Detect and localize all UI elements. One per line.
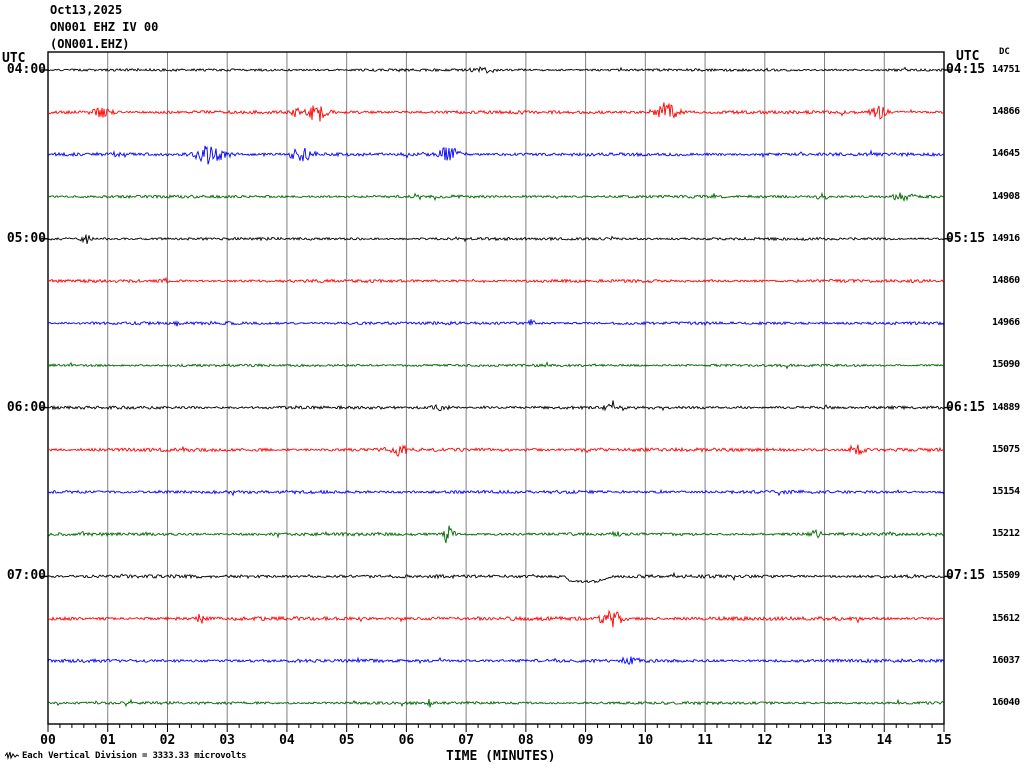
dc-value: 15090 [992, 359, 1020, 371]
trace-05:30 [47, 319, 945, 327]
trace-04:15 [47, 102, 945, 122]
dc-value: 14966 [992, 317, 1020, 329]
x-tick-label: 07 [458, 733, 474, 748]
utc-left-header: UTC [2, 51, 26, 66]
x-tick-label: 08 [518, 733, 534, 748]
hour-label-right: 07:15 [946, 568, 986, 584]
hour-label-right: 06:15 [946, 399, 986, 415]
trace-05:15 [47, 276, 945, 284]
title-channel: (ON001.EHZ) [50, 37, 130, 51]
dc-value: 14889 [992, 401, 1020, 413]
trace-07:45 [47, 698, 945, 708]
dc-value: 16040 [992, 697, 1020, 708]
utc-right-header: UTC [956, 49, 980, 64]
trace-06:15 [47, 444, 945, 458]
dc-value: 14645 [992, 148, 1020, 160]
x-axis-title: TIME (MINUTES) [446, 749, 556, 764]
x-tick-label: 13 [816, 733, 833, 748]
x-tick-label: 00 [40, 733, 56, 748]
trace-04:00 [47, 66, 945, 74]
x-tick-label: 04 [279, 733, 295, 748]
dc-value: 14908 [992, 190, 1020, 202]
hour-label-left: 05:00 [6, 230, 46, 246]
x-tick-label: 09 [577, 733, 594, 748]
hour-label-left: 04:00 [6, 62, 46, 77]
dc-header: DC [999, 47, 1010, 57]
hour-label-left: 06:00 [6, 399, 46, 415]
title-date: Oct13,2025 [50, 3, 123, 17]
dc-value: 15075 [992, 443, 1020, 455]
trace-06:00 [47, 400, 945, 412]
x-tick-label: 05 [338, 733, 355, 748]
title-station: ON001 EHZ IV 00 [50, 20, 159, 34]
x-tick-label: 15 [936, 733, 952, 748]
trace-05:00 [47, 234, 945, 245]
dc-value: 15212 [992, 528, 1020, 540]
x-tick-label: 10 [637, 733, 654, 748]
hour-label-right: 04:15 [946, 62, 986, 77]
x-tick-label: 01 [99, 733, 116, 748]
x-tick-label: 14 [876, 733, 893, 748]
dc-value: 14866 [992, 106, 1020, 118]
dc-value: 15612 [992, 612, 1020, 624]
trace-06:45 [47, 525, 945, 544]
dc-value: 14751 [992, 64, 1020, 75]
dc-value: 14916 [992, 232, 1020, 244]
x-tick-label: 11 [697, 733, 713, 748]
scale-note: Each Vertical Division = 3333.33 microvo… [22, 751, 247, 761]
hour-label-right: 05:15 [946, 230, 986, 246]
x-tick-label: 03 [219, 733, 236, 748]
trace-06:30 [47, 488, 945, 497]
dc-value: 14860 [992, 275, 1020, 286]
trace-07:15 [47, 609, 945, 628]
dc-value: 16037 [992, 654, 1020, 666]
trace-07:00 [47, 571, 945, 584]
trace-05:45 [47, 361, 945, 370]
trace-04:30 [47, 145, 945, 165]
dc-value: 15154 [992, 486, 1020, 497]
x-tick-label: 12 [756, 733, 773, 748]
dc-value: 15509 [992, 570, 1020, 582]
x-tick-label: 02 [159, 733, 176, 748]
trace-07:30 [47, 656, 945, 666]
trace-04:45 [47, 191, 945, 202]
hour-label-left: 07:00 [6, 568, 46, 584]
scale-mark-icon [5, 751, 19, 760]
x-tick-label: 06 [398, 733, 415, 748]
